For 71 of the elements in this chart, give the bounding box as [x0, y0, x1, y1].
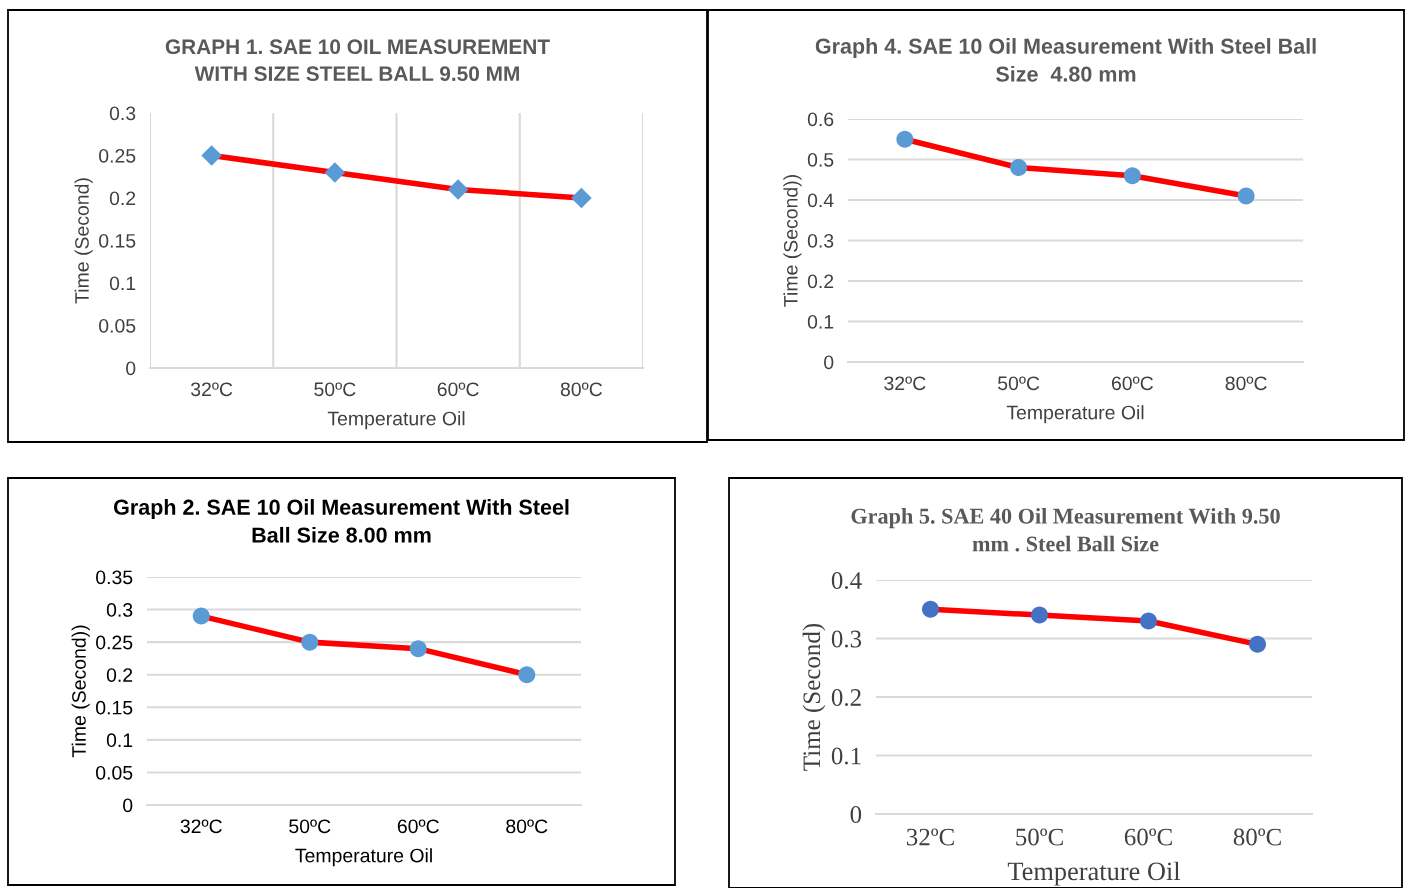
x-tick-label: 80ºC: [1225, 376, 1267, 391]
y-tick-label: 0.2: [106, 668, 133, 682]
point: [447, 179, 469, 200]
y-tick-label: 0.1: [807, 314, 834, 329]
point: [1248, 635, 1267, 653]
chart-title: Graph 4. SAE 10 Oil Measurement With Steel Ball Size 4.80 mm: [815, 38, 1316, 82]
y-tick-label: 0: [126, 361, 136, 376]
x-tick-label: 32ºC: [884, 376, 926, 391]
y-axis-title: Time (Second): [802, 623, 826, 771]
y-tick-label: 0.35: [96, 570, 133, 585]
x-tick-label: 50ºC: [1016, 828, 1063, 846]
x-tick-label: 50ºC: [314, 382, 356, 397]
y-tick-label: 0.5: [807, 152, 834, 167]
y-tick-label: 0.2: [807, 274, 834, 289]
y-tick-label: 0.1: [106, 733, 133, 748]
x-tick-label: 32ºC: [180, 819, 222, 834]
point: [921, 600, 940, 618]
x-axis-title: Temperature Oil: [1007, 861, 1181, 886]
y-axis-title: Time (Second)): [783, 175, 802, 307]
y-tick-label: 0: [824, 355, 834, 370]
x-tick-label: 50ºC: [289, 819, 331, 834]
x-axis-title: Temperature Oil: [327, 411, 465, 430]
y-tick-label: 0.4: [831, 572, 862, 590]
x-tick-label: 50ºC: [998, 376, 1040, 391]
y-axis-title: Time (Second): [74, 178, 93, 304]
y-tick-label: 0.15: [99, 233, 136, 248]
y-tick-label: 0.05: [96, 765, 133, 780]
y-tick-label: 0.1: [831, 747, 861, 765]
chart-title: Graph 5. SAE 40 Oil Measurement With 9.50 mm . Steel Ball Size: [851, 507, 1280, 552]
x-tick-label: 60ºC: [1124, 828, 1172, 846]
x-tick-label: 80ºC: [560, 382, 603, 397]
y-tick-label: 0: [123, 798, 133, 813]
point: [1010, 159, 1028, 177]
x-tick-label: 80ºC: [506, 819, 548, 834]
point: [1139, 612, 1158, 630]
point: [896, 130, 914, 148]
x-axis-title: Temperature Oil: [1006, 405, 1144, 424]
y-tick-label: 0.3: [109, 106, 136, 121]
y-axis-title: Time (Second)): [71, 625, 90, 758]
x-tick-label: 60ºC: [1111, 376, 1154, 391]
point: [192, 607, 210, 625]
y-tick-label: 0.2: [831, 689, 861, 707]
point: [324, 162, 346, 183]
y-tick-label: 0.3: [807, 233, 834, 248]
x-axis-title: Temperature Oil: [295, 848, 432, 867]
y-tick-label: 0: [850, 806, 862, 823]
y-tick-label: 0.1: [109, 276, 136, 291]
chart-title: Graph 2. SAE 10 Oil Measurement With Steel Ball Size 8.00 mm: [113, 499, 569, 543]
y-tick-label: 0.05: [99, 318, 136, 333]
x-tick-label: 32ºC: [906, 828, 954, 846]
x-tick-label: 32ºC: [190, 382, 233, 397]
x-tick-label: 60ºC: [397, 819, 439, 834]
y-tick-label: 0.4: [807, 193, 834, 208]
point: [301, 633, 319, 651]
point: [409, 640, 427, 658]
x-tick-label: 80ºC: [1233, 828, 1281, 846]
point: [1237, 187, 1255, 205]
chart-title: GRAPH 1. SAE 10 OIL MEASUREMENT WITH SIZE STEEL BALL 9.50 MM: [165, 39, 550, 82]
y-tick-label: 0.25: [99, 148, 136, 163]
point: [571, 187, 592, 209]
point: [518, 666, 536, 684]
point: [201, 145, 222, 166]
y-tick-label: 0.2: [109, 191, 136, 206]
y-tick-label: 0.6: [807, 112, 834, 127]
y-tick-label: 0.15: [96, 700, 133, 715]
x-tick-label: 60ºC: [437, 382, 479, 397]
point: [1123, 167, 1141, 185]
y-tick-label: 0.25: [96, 635, 133, 650]
y-tick-label: 0.3: [106, 603, 133, 617]
point: [1030, 606, 1049, 624]
y-tick-label: 0.3: [831, 630, 862, 648]
